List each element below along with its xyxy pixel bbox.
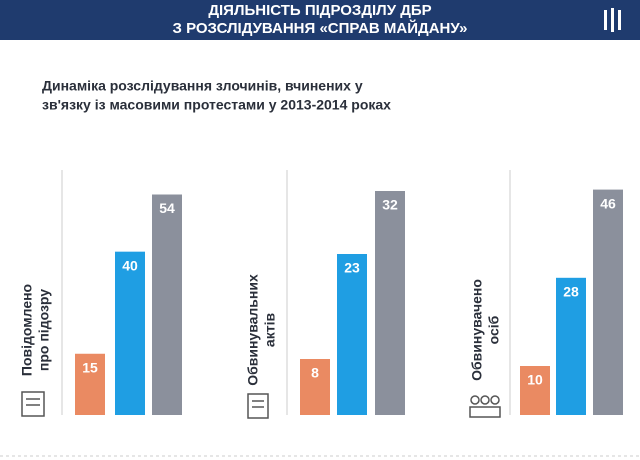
chart-label: Обвинувачено: [469, 279, 485, 381]
bar: [593, 189, 623, 415]
bar: [300, 359, 330, 415]
chart-label: осіб: [486, 315, 502, 344]
subtitle: зв'язку із масовими протестами у 2013-20…: [42, 97, 391, 113]
value-label: 23: [344, 260, 360, 276]
chart-label: Обвинувальних: [245, 274, 261, 386]
icon: [21, 391, 45, 417]
value-label: 15: [82, 359, 98, 375]
bar: [75, 353, 105, 415]
value-label: 28: [563, 284, 579, 300]
header-title: З РОЗСЛІДУВАННЯ «СПРАВ МАЙДАНУ»: [173, 19, 468, 37]
bar: [520, 366, 550, 415]
header-band: [0, 0, 640, 40]
value-label: 46: [600, 195, 616, 211]
chart-label: Повідомлено: [19, 284, 35, 376]
value-label: 8: [311, 365, 319, 381]
bar: [115, 251, 145, 415]
icon: [247, 393, 269, 419]
header-title: ДІЯЛЬНІСТЬ ПІДРОЗДІЛУ ДБР: [208, 2, 431, 19]
icon: [469, 395, 501, 418]
value-label: 54: [159, 200, 175, 216]
value-label: 32: [382, 197, 398, 213]
logo: [604, 8, 621, 32]
value-label: 10: [527, 372, 543, 388]
bar: [152, 194, 182, 415]
bar: [337, 254, 367, 415]
chart-label: актів: [262, 313, 278, 348]
bar: [556, 277, 586, 415]
subtitle: Динаміка розслідування злочинів, вчинени…: [42, 78, 363, 94]
bar: [375, 191, 405, 415]
chart-label: про підозру: [36, 289, 52, 371]
value-label: 40: [122, 257, 138, 273]
